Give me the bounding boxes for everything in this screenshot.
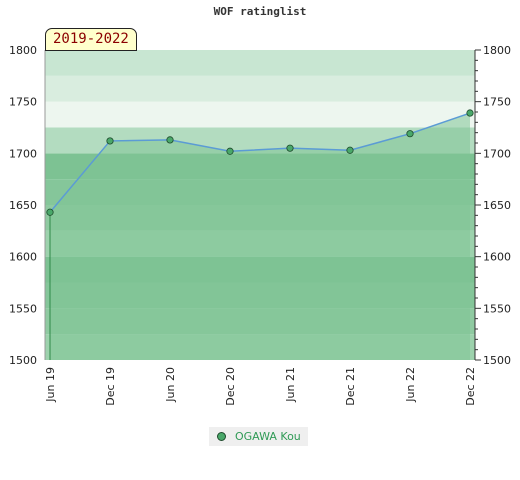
x-tick-label: Jun 19 [44, 367, 57, 403]
y-tick-label-left: 1700 [9, 147, 37, 160]
data-point [106, 137, 114, 145]
y-axis-labels: 1500 1500 1550 1550 1600 1600 1650 1650 1700 1700… [9, 44, 511, 367]
x-tick-label: Dec 22 [464, 367, 477, 406]
y-tick-label-left: 1500 [9, 354, 37, 367]
x-tick-label: Dec 21 [344, 367, 357, 406]
series-line [49, 112, 471, 213]
x-tick-label: Jun 20 [164, 367, 177, 403]
period-badge: 2019-2022 [45, 28, 137, 51]
data-point [226, 147, 234, 155]
y-tick-label-left: 1650 [9, 199, 37, 212]
y-tick-label-left: 1600 [9, 251, 37, 264]
series-area [50, 113, 470, 361]
data-point [346, 146, 354, 154]
data-point [286, 144, 294, 152]
y-tick-label-right: 1500 [483, 354, 511, 367]
data-point [46, 208, 54, 216]
area-layer [49, 112, 471, 361]
x-axis-labels: Jun 19 Dec 19 Jun 20 Dec 20 Jun 21 Dec 21 Jun … [44, 367, 477, 406]
y-tick-label-left: 1800 [9, 44, 37, 57]
data-point [466, 109, 474, 117]
y-tick-label-right: 1750 [483, 96, 511, 109]
y-tick-label-left: 1750 [9, 96, 37, 109]
y-tick-label-right: 1600 [483, 251, 511, 264]
data-point [166, 136, 174, 144]
legend-marker-icon [217, 432, 226, 441]
x-tick-label: Dec 20 [224, 367, 237, 406]
background-band [45, 50, 475, 76]
x-tick-label: Dec 19 [104, 367, 117, 406]
y-tick-label-right: 1800 [483, 44, 511, 57]
y-tick-label-right: 1700 [483, 147, 511, 160]
y-tick-label-right: 1550 [483, 302, 511, 315]
background-band [45, 75, 475, 102]
background-band [45, 101, 475, 128]
legend[interactable]: OGAWA Kou [209, 427, 308, 446]
chart-title: WOF ratinglist [213, 5, 307, 18]
data-point [406, 130, 414, 138]
y-tick-label-left: 1550 [9, 302, 37, 315]
legend-label: OGAWA Kou [235, 430, 301, 443]
axes [44, 49, 481, 361]
y-tick-label-right: 1650 [483, 199, 511, 212]
x-tick-label: Jun 21 [284, 367, 297, 403]
markers [46, 109, 474, 216]
x-tick-label: Jun 22 [404, 367, 417, 403]
